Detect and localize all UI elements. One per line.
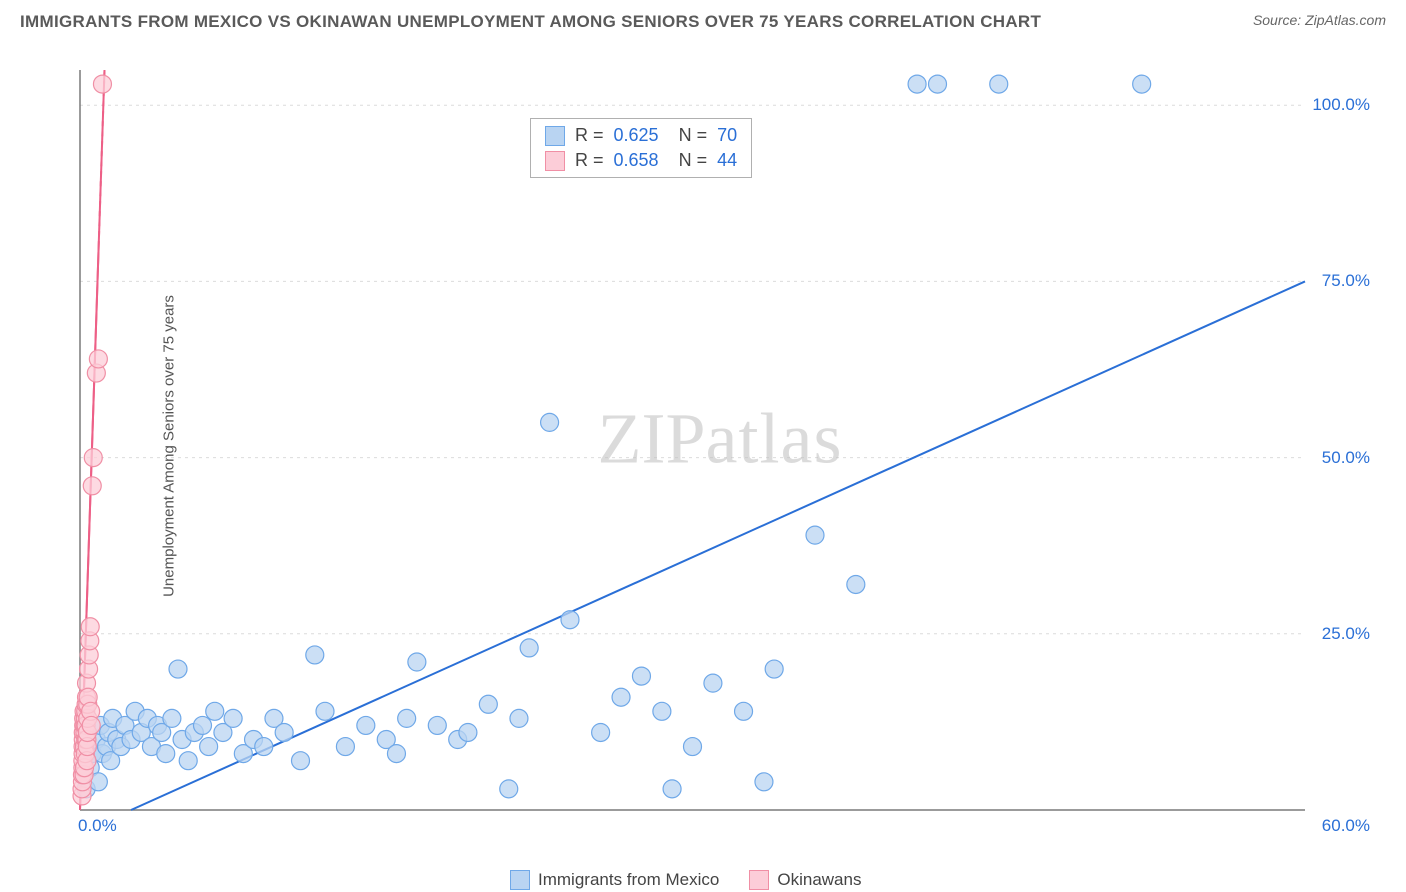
legend-swatch (545, 151, 565, 171)
legend-swatch (749, 870, 769, 890)
page-title: IMMIGRANTS FROM MEXICO VS OKINAWAN UNEMP… (20, 12, 1041, 32)
legend-n-value: 44 (717, 150, 737, 171)
series-legend-item: Immigrants from Mexico (510, 870, 719, 890)
chart-svg (70, 60, 1370, 850)
series-legend-label: Immigrants from Mexico (538, 870, 719, 890)
source-label: Source: (1253, 12, 1301, 28)
legend-n-label: N = (679, 150, 708, 171)
x-tick-label: 60.0% (1322, 816, 1370, 836)
correlation-chart: ZIPatlas R = 0.625N = 70R = 0.658N = 44 … (70, 60, 1370, 850)
y-tick-label: 25.0% (1322, 624, 1370, 644)
source-value: ZipAtlas.com (1305, 12, 1386, 28)
legend-r-label: R = (575, 125, 604, 146)
legend-row: R = 0.625 N = 70 (545, 123, 737, 148)
series-legend-item: Okinawans (749, 870, 861, 890)
source-credit: Source: ZipAtlas.com (1253, 12, 1386, 28)
correlation-legend: R = 0.625 N = 70 R = 0.658 N = 44 (530, 118, 752, 178)
x-tick-label: 0.0% (78, 816, 117, 836)
legend-r-value: 0.625 (614, 125, 659, 146)
legend-n-value: 70 (717, 125, 737, 146)
y-tick-label: 75.0% (1322, 271, 1370, 291)
legend-row: R = 0.658 N = 44 (545, 148, 737, 173)
series-legend-label: Okinawans (777, 870, 861, 890)
legend-swatch (510, 870, 530, 890)
y-tick-label: 50.0% (1322, 448, 1370, 468)
legend-swatch (545, 126, 565, 146)
legend-r-value: 0.658 (614, 150, 659, 171)
legend-n-label: N = (679, 125, 708, 146)
series-legend: Immigrants from Mexico Okinawans (510, 870, 861, 890)
y-tick-label: 100.0% (1312, 95, 1370, 115)
legend-r-label: R = (575, 150, 604, 171)
